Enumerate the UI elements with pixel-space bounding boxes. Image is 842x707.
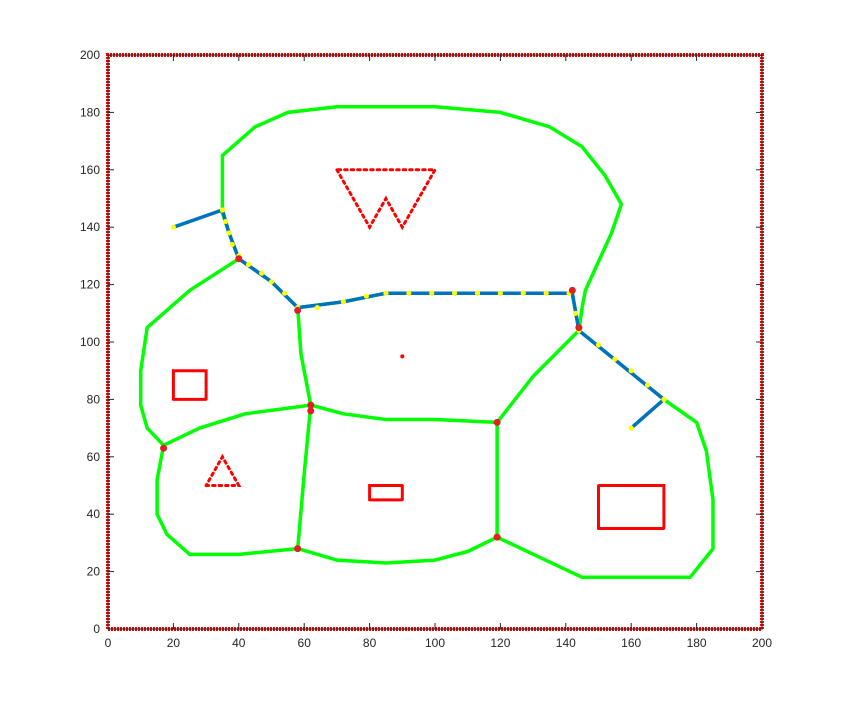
voronoi-edge-9 [295, 305, 313, 407]
y-tick-label-9: 180 [80, 105, 100, 119]
waypoint-7 [259, 270, 265, 276]
voronoi-node-2 [568, 286, 576, 294]
waypoint-19 [497, 290, 503, 296]
plot-background [108, 55, 762, 629]
y-tick-label-5: 100 [80, 335, 100, 349]
x-tick-label-5: 100 [425, 636, 445, 650]
obstacle-point-5 [400, 354, 405, 359]
y-tick-label-2: 40 [87, 507, 101, 521]
voronoi-edge-5 [495, 397, 715, 580]
y-tick-label-4: 80 [87, 392, 101, 406]
planned-path [171, 208, 666, 430]
voronoi-edge-8 [161, 403, 313, 448]
waypoint-0 [170, 224, 176, 230]
waypoint-30 [628, 425, 634, 431]
y-tick-label-10: 200 [80, 48, 100, 62]
waypoint-25 [595, 342, 602, 348]
obstacle-w-4 [335, 168, 438, 231]
voronoi-node-0 [235, 255, 243, 263]
voronoi-node-8 [493, 418, 501, 426]
x-tick-label-9: 180 [687, 636, 707, 650]
y-tick-label-3: 60 [87, 450, 101, 464]
waypoint-16 [429, 290, 435, 296]
y-tick-label-1: 20 [87, 565, 101, 579]
voronoi-edge-6 [495, 328, 581, 539]
voronoi-edge-10 [308, 403, 499, 425]
x-tick-label-10: 200 [752, 636, 772, 650]
voronoi-edge-7 [138, 257, 241, 448]
voronoi-node-9 [493, 533, 501, 541]
y-tick-label-6: 120 [80, 278, 100, 292]
waypoint-26 [612, 356, 618, 362]
voronoi-node-3 [575, 324, 583, 332]
x-tick-label-1: 20 [167, 636, 181, 650]
voronoi-node-5 [307, 407, 315, 415]
axes: 0 20 40 60 80 100 120 140 160 180 200 0 20 40 60 80 100 1… [80, 48, 772, 650]
waypoint-29 [661, 396, 667, 402]
waypoint-23 [573, 310, 579, 316]
x-tick-label-0: 0 [105, 636, 112, 650]
waypoint-6 [246, 261, 252, 268]
waypoint-15 [406, 290, 412, 296]
waypoint-2 [223, 218, 229, 225]
waypoint-21 [543, 290, 549, 296]
waypoint-4 [229, 241, 235, 248]
voronoi-edge-11 [155, 443, 300, 557]
waypoint-12 [340, 299, 347, 305]
plot-area [108, 55, 762, 629]
waypoint-11 [314, 304, 320, 311]
waypoint-18 [474, 290, 481, 296]
x-tick-label-8: 160 [621, 636, 641, 650]
voronoi-node-4 [307, 401, 315, 409]
y-tick-label-7: 140 [80, 220, 100, 234]
x-tick-label-7: 140 [556, 636, 576, 650]
x-tick-label-4: 80 [363, 636, 377, 650]
waypoint-9 [281, 290, 288, 296]
voronoi-edge-12 [295, 403, 313, 551]
voronoi-node-7 [294, 545, 302, 553]
voronoi-nodes [160, 255, 583, 553]
waypoint-20 [520, 290, 526, 296]
voronoi-edge-0 [220, 104, 624, 333]
voronoi-roadmap [138, 104, 715, 580]
obstacle-rectangle-3 [597, 484, 666, 530]
waypoint-14 [383, 290, 389, 296]
voronoi-edge-13 [295, 535, 499, 565]
x-tick-label-2: 40 [232, 636, 246, 650]
waypoint-28 [644, 382, 651, 388]
path-waypoints [170, 207, 667, 431]
waypoint-27 [628, 368, 634, 374]
waypoint-17 [452, 290, 458, 296]
waypoint-8 [268, 279, 275, 285]
waypoint-3 [226, 230, 232, 236]
x-tick-label-3: 60 [298, 636, 312, 650]
obstacle-triangle-1 [204, 453, 242, 487]
waypoint-1 [219, 207, 226, 213]
obstacle-rectangle-0 [171, 369, 208, 401]
y-tick-label-8: 160 [80, 163, 100, 177]
path-line [171, 208, 666, 430]
x-tick-label-6: 120 [490, 636, 510, 650]
voronoi-node-6 [160, 444, 168, 452]
y-tick-label-0: 0 [93, 622, 100, 636]
voronoi-node-1 [294, 306, 302, 314]
waypoint-13 [363, 293, 369, 299]
obstacle-rectangle-2 [368, 484, 404, 502]
